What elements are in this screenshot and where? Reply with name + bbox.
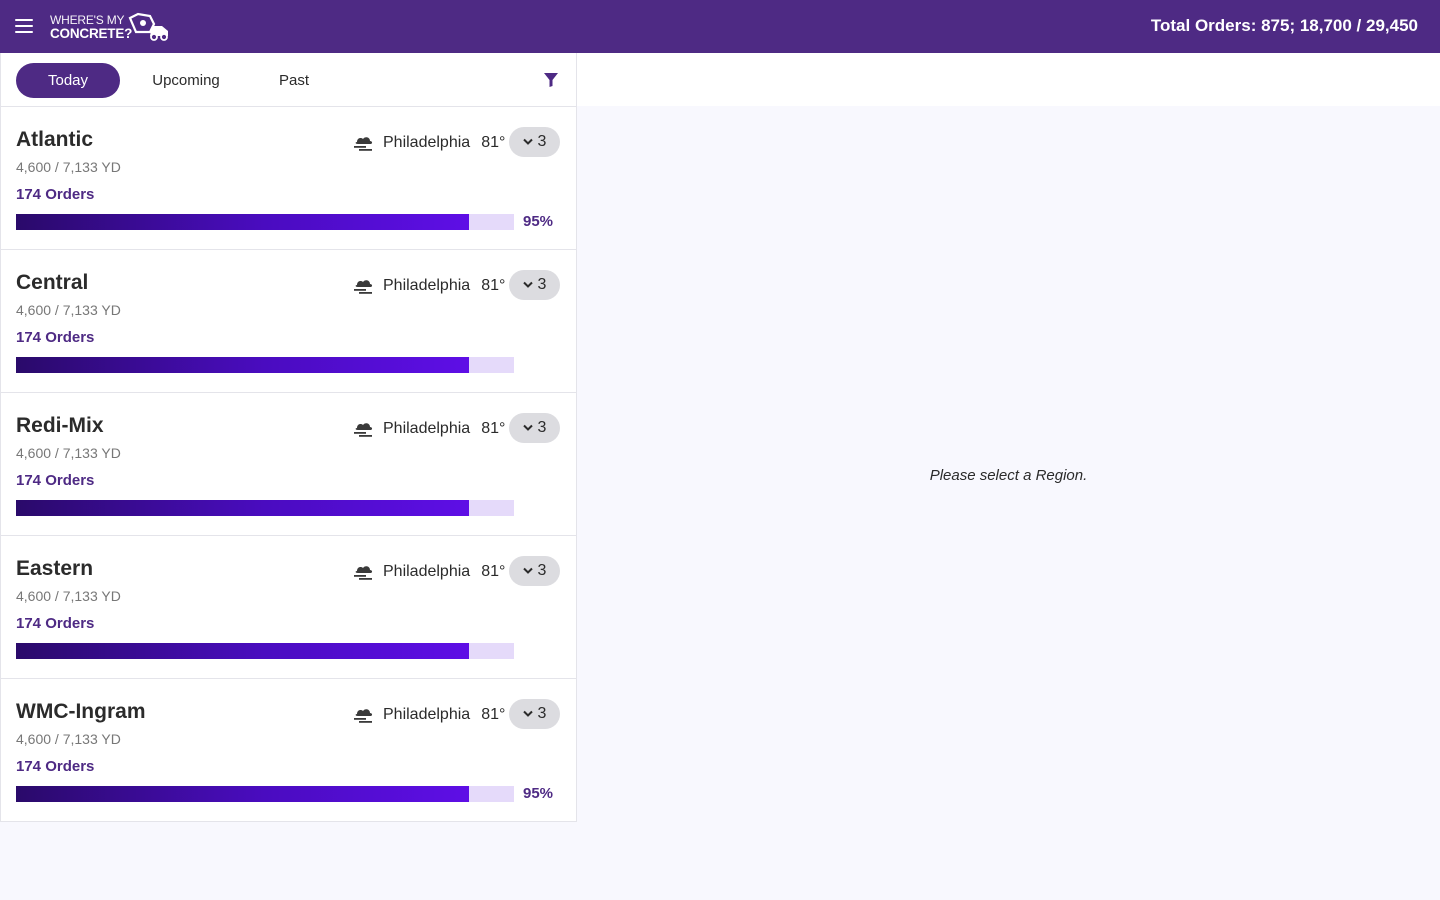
region-city: Philadelphia <box>383 277 471 294</box>
region-weather: Philadelphia 81° <box>353 705 505 725</box>
region-yardage: 4,600 / 7,133 YD <box>16 588 121 604</box>
region-card-eastern[interactable]: Eastern 4,600 / 7,133 YD 174 Orders Phil… <box>1 536 576 679</box>
region-temperature: 81° <box>481 706 506 723</box>
region-name: Atlantic <box>16 128 94 151</box>
chevron-down-icon <box>522 567 533 574</box>
region-weather: Philadelphia 81° <box>353 133 505 153</box>
logo-line-2: CONCRETE? <box>50 26 133 41</box>
expand-count-button[interactable]: 3 <box>509 127 560 157</box>
tab-today[interactable]: Today <box>16 63 120 98</box>
region-weather: Philadelphia 81° <box>353 419 505 439</box>
region-name: WMC-Ingram <box>16 700 146 723</box>
cloudy-wind-icon <box>354 709 373 723</box>
region-name: Redi-Mix <box>16 414 104 437</box>
expand-count-button[interactable]: 3 <box>509 556 560 586</box>
top-bar: WHERE'S MY CONCRETE? Total Orders: 875; … <box>0 0 1440 53</box>
progress-percent: 95% <box>523 213 554 230</box>
region-temperature: 81° <box>481 563 506 580</box>
region-name: Eastern <box>16 557 94 580</box>
region-city: Philadelphia <box>383 420 471 437</box>
region-orders-link[interactable]: 174 Orders <box>16 186 95 203</box>
cloudy-wind-icon <box>354 566 373 580</box>
tab-past[interactable]: Past <box>278 72 309 89</box>
progress-bar <box>16 643 514 659</box>
progress-bar <box>16 214 514 230</box>
chevron-down-icon <box>522 424 533 431</box>
region-city: Philadelphia <box>383 563 471 580</box>
region-temperature: 81° <box>481 277 506 294</box>
chevron-down-icon <box>522 710 533 717</box>
expand-count-button[interactable]: 3 <box>509 699 560 729</box>
region-orders-link[interactable]: 174 Orders <box>16 329 95 346</box>
cloudy-wind-icon <box>354 280 373 294</box>
logo-line-1: WHERE'S MY <box>50 13 125 27</box>
chevron-down-icon <box>522 138 533 145</box>
filter-icon[interactable] <box>543 72 559 88</box>
region-orders-link[interactable]: 174 Orders <box>16 615 95 632</box>
progress-bar-fill <box>16 214 470 230</box>
region-orders-link[interactable]: 174 Orders <box>16 758 95 775</box>
region-weather: Philadelphia 81° <box>353 562 505 582</box>
region-yardage: 4,600 / 7,133 YD <box>16 302 121 318</box>
detail-header <box>577 53 1440 106</box>
region-yardage: 4,600 / 7,133 YD <box>16 159 121 175</box>
app-logo[interactable]: WHERE'S MY CONCRETE? <box>50 10 175 44</box>
region-card-central[interactable]: Central 4,600 / 7,133 YD 174 Orders Phil… <box>1 250 576 393</box>
region-temperature: 81° <box>481 134 506 151</box>
progress-bar <box>16 786 514 802</box>
region-list-panel: Today Upcoming Past Atlantic 4,600 / 7,1… <box>0 53 577 822</box>
plant-count: 3 <box>537 705 547 722</box>
expand-count-button[interactable]: 3 <box>509 270 560 300</box>
progress-bar <box>16 357 514 373</box>
cloudy-wind-icon <box>354 137 373 151</box>
expand-count-button[interactable]: 3 <box>509 413 560 443</box>
region-name: Central <box>16 271 89 294</box>
plant-count: 3 <box>537 562 547 579</box>
truck-logo-icon <box>128 12 168 41</box>
plant-count: 3 <box>537 276 547 293</box>
cloudy-wind-icon <box>354 423 373 437</box>
region-city: Philadelphia <box>383 134 471 151</box>
region-card-wmc-ingram[interactable]: WMC-Ingram 4,600 / 7,133 YD 174 Orders P… <box>1 679 576 822</box>
region-temperature: 81° <box>481 420 506 437</box>
region-card-atlantic[interactable]: Atlantic 4,600 / 7,133 YD 174 Orders Phi… <box>1 107 576 250</box>
progress-percent: 95% <box>523 785 554 802</box>
region-orders-link[interactable]: 174 Orders <box>16 472 95 489</box>
region-yardage: 4,600 / 7,133 YD <box>16 731 121 747</box>
total-orders-summary: Total Orders: 875; 18,700 / 29,450 <box>1150 16 1418 35</box>
tab-upcoming[interactable]: Upcoming <box>152 72 220 89</box>
progress-bar-fill <box>16 357 470 373</box>
region-yardage: 4,600 / 7,133 YD <box>16 445 121 461</box>
progress-bar-fill <box>16 786 470 802</box>
menu-icon[interactable] <box>14 16 34 36</box>
region-card-redi-mix[interactable]: Redi-Mix 4,600 / 7,133 YD 174 Orders Phi… <box>1 393 576 536</box>
region-city: Philadelphia <box>383 706 471 723</box>
logo-text: WHERE'S MY CONCRETE? <box>50 13 133 41</box>
empty-state-message: Please select a Region. <box>929 467 1088 484</box>
progress-bar-fill <box>16 643 470 659</box>
plant-count: 3 <box>537 133 547 150</box>
progress-bar-fill <box>16 500 470 516</box>
plant-count: 3 <box>537 419 547 436</box>
progress-bar <box>16 500 514 516</box>
region-weather: Philadelphia 81° <box>353 276 505 296</box>
region-list: Atlantic 4,600 / 7,133 YD 174 Orders Phi… <box>1 107 576 822</box>
chevron-down-icon <box>522 281 533 288</box>
date-tabs: Today Upcoming Past <box>1 53 576 107</box>
